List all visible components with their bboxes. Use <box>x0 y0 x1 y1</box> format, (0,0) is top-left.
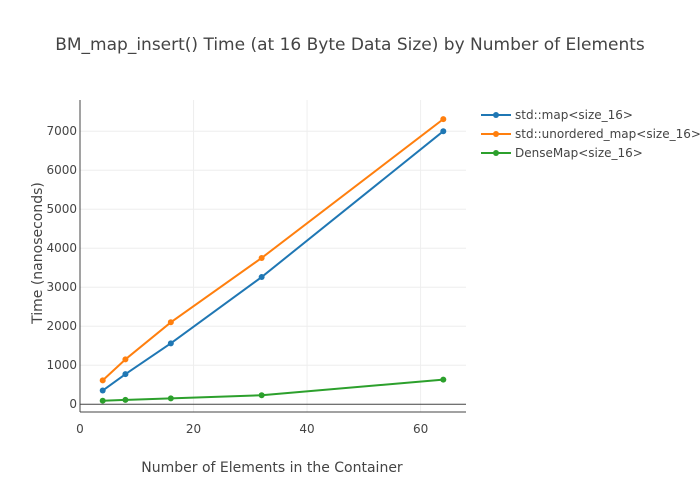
y-tick-label: 5000 <box>46 202 77 216</box>
data-point <box>99 387 106 394</box>
legend-label: DenseMap<size_16> <box>515 146 643 160</box>
legend-item: std::unordered_map<size_16> <box>481 127 700 141</box>
legend-label: std::map<size_16> <box>515 108 633 122</box>
chart-title: BM_map_insert() Time (at 16 Byte Data Si… <box>55 35 645 55</box>
data-point <box>99 397 106 404</box>
data-point <box>167 319 174 326</box>
legend-label: std::unordered_map<size_16> <box>515 127 700 141</box>
series-line <box>102 378 444 402</box>
x-tick-label: 60 <box>413 422 428 436</box>
legend-marker <box>493 131 499 137</box>
legend: std::map<size_16>std::unordered_map<size… <box>481 108 700 160</box>
axes: 0 20 40 60 0 1000 2000 3000 4000 5000 6000 7000 <box>46 100 466 436</box>
y-tick-label: 4000 <box>46 241 77 255</box>
series-2 <box>99 376 447 404</box>
data-point <box>440 116 447 123</box>
y-tick-label: 2000 <box>46 319 77 333</box>
y-tick-label: 1000 <box>46 358 77 372</box>
data-point <box>258 274 265 281</box>
legend-item: DenseMap<size_16> <box>481 146 643 160</box>
data-point <box>167 340 174 347</box>
data-point <box>122 371 129 378</box>
legend-marker <box>493 112 499 118</box>
x-tick-label: 0 <box>76 422 84 436</box>
y-axis-title: Time (nanoseconds) <box>30 182 46 325</box>
legend-item: std::map<size_16> <box>481 108 633 122</box>
y-tick-label: 6000 <box>46 163 77 177</box>
gridlines <box>80 100 466 412</box>
data-point <box>440 128 447 135</box>
data-point <box>440 376 447 383</box>
y-tick-label: 3000 <box>46 280 77 294</box>
data-point <box>258 254 265 261</box>
series-1 <box>99 116 447 384</box>
y-tick-label: 0 <box>69 397 77 411</box>
x-axis-title: Number of Elements in the Container <box>141 460 403 476</box>
x-tick-label: 40 <box>299 422 314 436</box>
data-point <box>122 356 129 363</box>
data-point <box>258 392 265 399</box>
legend-marker <box>493 150 499 156</box>
data-point <box>122 396 129 403</box>
data-point <box>99 377 106 384</box>
series-line <box>102 118 444 382</box>
series-layer <box>99 116 447 404</box>
x-tick-label: 20 <box>186 422 201 436</box>
series-0 <box>99 128 447 394</box>
y-tick-label: 7000 <box>46 124 77 138</box>
data-point <box>167 395 174 402</box>
